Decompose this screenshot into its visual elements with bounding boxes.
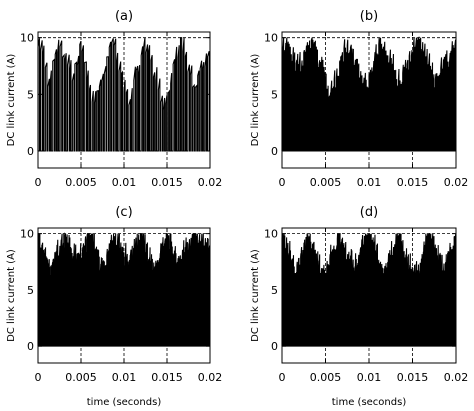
x-axis-label: time (seconds) [332,397,407,408]
y-tick-label: 10 [264,32,278,45]
y-axis-label: DC link current (A) [6,54,17,147]
x-tick-label: 0.01 [112,176,137,189]
x-tick-label: 0.01 [357,371,382,384]
x-tick-label: 0.015 [397,176,429,189]
series-line [37,232,211,347]
x-tick-label: 0 [35,176,42,189]
x-tick-label: 0.02 [198,176,223,189]
x-tick-label: 0.015 [151,371,183,384]
x-axis-label: time (seconds) [87,397,162,408]
y-axis-label: DC link current (A) [250,249,261,342]
y-tick-label: 10 [20,228,34,241]
x-tick-label: 0.01 [357,176,382,189]
y-tick-label: 5 [27,88,34,101]
panel-title: (b) [360,9,378,24]
y-tick-label: 10 [264,228,278,241]
y-axis-label: DC link current (A) [250,54,261,147]
series-line [281,36,457,152]
y-tick-label: 0 [271,340,278,353]
x-tick-label: 0.005 [310,371,342,384]
x-tick-label: 0 [279,371,286,384]
y-tick-label: 5 [27,284,34,297]
series-line [37,37,210,152]
y-tick-label: 5 [271,284,278,297]
x-tick-label: 0 [35,371,42,384]
y-tick-label: 10 [20,32,34,45]
x-tick-label: 0.01 [112,371,137,384]
x-tick-label: 0.005 [310,176,342,189]
x-tick-label: 0.015 [151,176,183,189]
x-tick-label: 0.005 [65,371,97,384]
panel-title: (c) [115,205,132,220]
x-tick-label: 0.02 [444,176,469,189]
x-tick-label: 0 [279,176,286,189]
x-tick-label: 0.005 [65,176,97,189]
y-axis-label: DC link current (A) [6,249,17,342]
x-tick-label: 0.02 [198,371,223,384]
y-tick-label: 0 [27,145,34,158]
panel-title: (a) [115,9,133,24]
y-tick-label: 5 [271,88,278,101]
series-line [281,233,457,347]
y-tick-label: 0 [27,340,34,353]
y-tick-label: 0 [271,145,278,158]
x-tick-label: 0.02 [444,371,469,384]
x-tick-label: 0.015 [397,371,429,384]
panel-title: (d) [360,205,378,220]
